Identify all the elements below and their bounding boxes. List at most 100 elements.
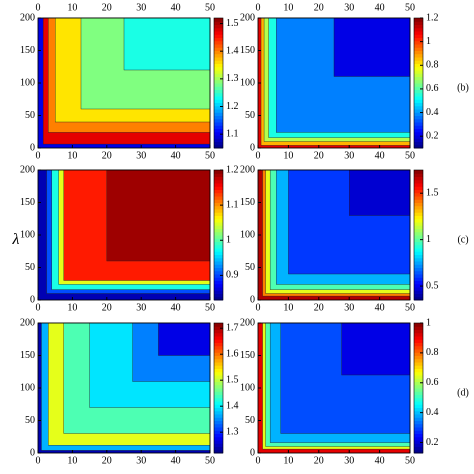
colorbar-frame	[413, 322, 424, 454]
colorbar-step	[214, 352, 223, 356]
colorbar-step	[414, 131, 423, 136]
colorbar-step	[414, 31, 423, 35]
colorbar-step	[214, 34, 223, 38]
colorbar-step	[214, 277, 223, 281]
colorbar-step	[214, 109, 223, 113]
colorbar-step	[414, 261, 423, 265]
colorbar-step	[214, 362, 223, 366]
x-tick-label: 30	[136, 455, 146, 466]
colorbar-step	[414, 70, 423, 74]
colorbar-step	[414, 436, 423, 441]
colorbar-step	[414, 349, 423, 353]
colorbar-frame	[213, 322, 224, 454]
colorbar-step	[414, 173, 423, 177]
colorbar-step	[214, 209, 223, 213]
colorbar-step	[414, 99, 423, 103]
x-tick-label: 50	[405, 455, 415, 466]
colorbar-step	[214, 222, 223, 226]
colorbar-step	[414, 144, 423, 149]
colorbar-step	[214, 218, 223, 223]
colorbar-step	[414, 352, 423, 356]
colorbar-step	[214, 394, 223, 399]
x-tick-label: 40	[375, 150, 385, 161]
x-tick-label: 40	[375, 302, 385, 313]
colorbar-step	[414, 228, 423, 233]
colorbar-step	[214, 18, 223, 22]
panel-label: (d)	[457, 387, 469, 398]
colorbar-step	[214, 296, 223, 301]
x-tick-label: 0	[36, 302, 41, 313]
colorbar-step	[214, 199, 223, 203]
x-tick-label-top: 40	[171, 2, 181, 13]
contour-region	[341, 322, 411, 376]
colorbar-step	[214, 397, 223, 402]
y-tick-label: 150	[20, 197, 35, 208]
colorbar-step	[214, 332, 223, 337]
colorbar-step	[214, 378, 223, 382]
colorbar-step	[214, 105, 223, 110]
colorbar-step	[214, 323, 223, 327]
colorbar-step	[414, 410, 423, 415]
colorbar-step	[214, 407, 223, 412]
colorbar-step	[414, 66, 423, 71]
colorbar-step	[414, 257, 423, 262]
x-tick-label: 50	[405, 302, 415, 313]
colorbar-step	[414, 274, 423, 278]
colorbar-tick-label: 1.1	[226, 128, 239, 139]
colorbar-step	[414, 362, 423, 366]
colorbar-step	[414, 443, 423, 447]
colorbar-tick-label: 1.7	[226, 322, 239, 333]
x-tick-label: 20	[102, 150, 112, 161]
colorbar-step	[414, 280, 423, 285]
colorbar-step	[214, 248, 223, 252]
colorbar-step	[214, 131, 223, 136]
x-tick-label: 30	[344, 302, 354, 313]
x-tick-label: 30	[136, 302, 146, 313]
x-tick-label: 20	[314, 302, 324, 313]
colorbar-step	[214, 189, 223, 194]
colorbar-step	[414, 384, 423, 389]
colorbar-tick-label: 1.3	[226, 426, 239, 437]
colorbar-step	[414, 375, 423, 379]
colorbar-step	[414, 24, 423, 29]
panel-label: (c)	[457, 234, 468, 245]
colorbar-step	[214, 44, 223, 48]
colorbar-step	[214, 280, 223, 285]
colorbar-step	[414, 433, 423, 438]
colorbar-step	[214, 375, 223, 379]
colorbar-step	[214, 264, 223, 268]
x-tick-label-top: 40	[375, 2, 385, 13]
colorbar-step	[414, 397, 423, 402]
colorbar-step	[214, 92, 223, 97]
colorbar-step	[414, 109, 423, 113]
x-tick-label: 10	[283, 150, 293, 161]
x-tick-label-top: 10	[283, 2, 293, 13]
y-tick-label: 0	[250, 142, 255, 153]
colorbar-step	[214, 192, 223, 197]
colorbar-step	[214, 21, 223, 25]
y-tick-label: 0	[30, 294, 35, 305]
colorbar-step	[414, 365, 423, 369]
colorbar-step	[414, 404, 423, 408]
colorbar-step	[214, 212, 223, 216]
colorbar-step	[214, 267, 223, 272]
x-tick-label-top: 50	[205, 2, 215, 13]
x-tick-label: 0	[256, 455, 261, 466]
colorbar-step	[214, 401, 223, 405]
colorbar-step	[414, 79, 423, 84]
colorbar-step	[214, 96, 223, 100]
colorbar-step	[214, 433, 223, 438]
colorbar-step	[414, 355, 423, 360]
colorbar-step	[214, 66, 223, 71]
x-tick-label: 10	[67, 455, 77, 466]
colorbar-step	[214, 40, 223, 45]
colorbar-step	[214, 329, 223, 334]
y-tick-label: 200	[240, 12, 255, 23]
contour-region	[106, 169, 211, 262]
colorbar-step	[414, 391, 423, 395]
x-tick-label: 20	[102, 302, 112, 313]
colorbar-step	[214, 417, 223, 421]
colorbar-step	[414, 244, 423, 249]
colorbar-step	[414, 18, 423, 22]
colorbar-tick-label: 0.6	[426, 377, 439, 388]
